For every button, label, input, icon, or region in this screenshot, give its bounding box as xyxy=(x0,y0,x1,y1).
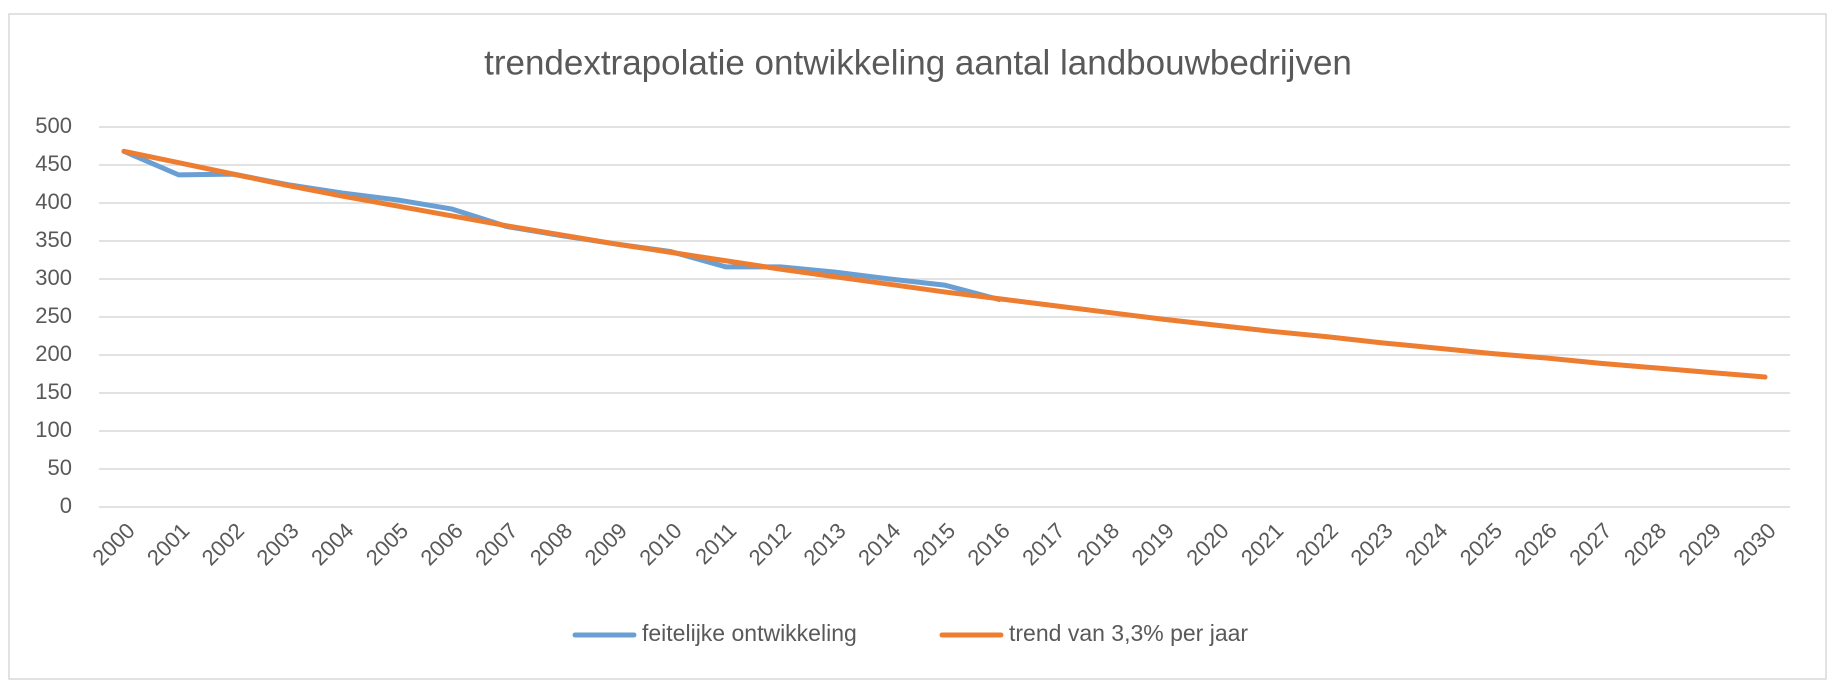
chart-border xyxy=(8,13,1827,680)
y-tick-label: 400 xyxy=(35,189,72,214)
y-tick-label: 200 xyxy=(35,341,72,366)
chart-title: trendextrapolatie ontwikkeling aantal la… xyxy=(484,43,1352,82)
legend-label: feitelijke ontwikkeling xyxy=(642,620,857,646)
y-tick-label: 50 xyxy=(48,455,72,480)
y-tick-label: 250 xyxy=(35,303,72,328)
legend-label: trend van 3,3% per jaar xyxy=(1009,620,1248,646)
y-tick-label: 150 xyxy=(35,379,72,404)
y-tick-label: 500 xyxy=(35,113,72,138)
y-tick-label: 450 xyxy=(35,151,72,176)
y-tick-label: 0 xyxy=(60,493,72,518)
y-tick-label: 350 xyxy=(35,227,72,252)
series-line xyxy=(121,148,1768,380)
y-tick-label: 300 xyxy=(35,265,72,290)
y-tick-label: 100 xyxy=(35,417,72,442)
